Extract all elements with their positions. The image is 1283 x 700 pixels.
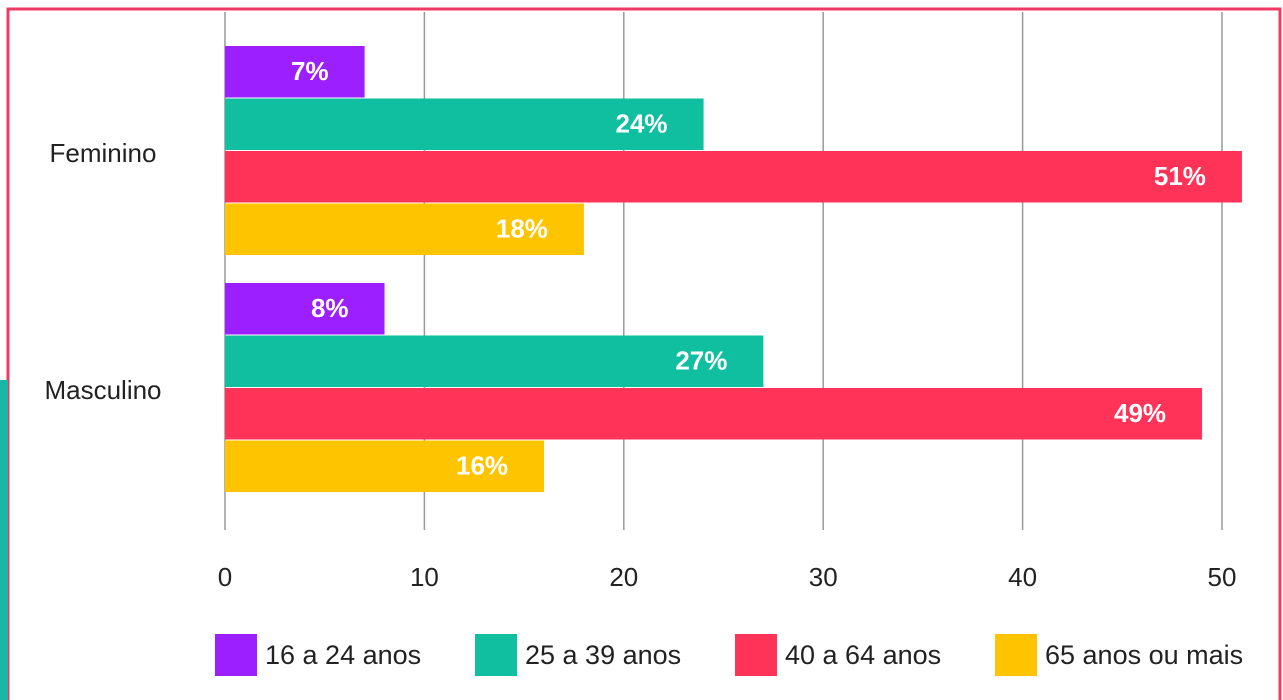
value-label: 27% — [675, 346, 727, 376]
legend-swatch — [475, 634, 517, 676]
y-tick-label: Masculino — [44, 375, 161, 405]
bar — [225, 203, 584, 255]
legend-label: 16 a 24 anos — [265, 640, 421, 670]
legend-swatch — [995, 634, 1037, 676]
value-label: 18% — [496, 214, 548, 244]
bar — [225, 46, 365, 98]
bar — [225, 98, 704, 150]
bar — [225, 335, 764, 387]
value-label: 49% — [1114, 398, 1166, 428]
value-label: 7% — [291, 56, 329, 86]
side-strip — [0, 380, 8, 700]
legend-label: 65 anos ou mais — [1045, 640, 1243, 670]
x-tick-label: 20 — [609, 562, 638, 592]
bar — [225, 151, 1242, 203]
bar — [225, 440, 545, 492]
legend-label: 40 a 64 anos — [785, 640, 941, 670]
y-tick-label: Feminino — [50, 138, 157, 168]
value-label: 24% — [616, 109, 668, 139]
x-tick-label: 30 — [809, 562, 838, 592]
x-tick-label: 10 — [410, 562, 439, 592]
value-label: 8% — [311, 293, 349, 323]
x-tick-label: 0 — [218, 562, 232, 592]
bar — [225, 388, 1203, 440]
x-tick-label: 50 — [1208, 562, 1237, 592]
legend-swatch — [735, 634, 777, 676]
value-label: 16% — [456, 451, 508, 481]
legend-swatch — [215, 634, 257, 676]
bar — [225, 283, 385, 335]
value-label: 51% — [1154, 161, 1206, 191]
legend-label: 25 a 39 anos — [525, 640, 681, 670]
frame — [6, 7, 1282, 700]
x-tick-label: 40 — [1008, 562, 1037, 592]
